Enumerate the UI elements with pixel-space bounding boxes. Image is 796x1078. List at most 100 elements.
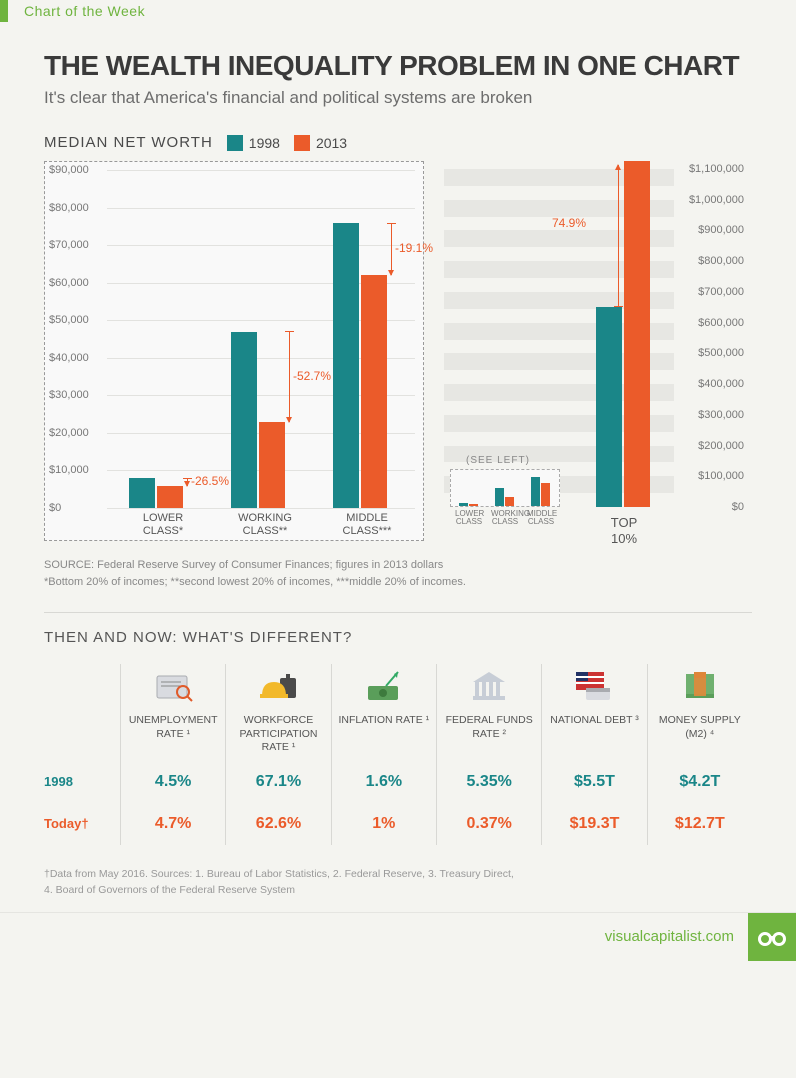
y-axis-label: $60,000 xyxy=(49,277,89,289)
newspaper-icon xyxy=(153,664,193,708)
metric-value-today: $19.3T xyxy=(541,803,646,845)
y-axis-label-right: $500,000 xyxy=(698,347,744,359)
y-axis-label-right: $0 xyxy=(732,501,744,513)
bar-group: MIDDLE CLASS***-19.1% xyxy=(325,170,409,508)
chart-right-plot: $100,000$200,000$300,000$400,000$500,000… xyxy=(444,169,674,507)
legend-1998-label: 1998 xyxy=(249,135,280,151)
then-now-table: UNEMPLOYMENT RATE ¹WORKFORCE PARTICIPATI… xyxy=(44,664,752,845)
topbar-label: Chart of the Week xyxy=(24,3,145,19)
y-axis-label: $70,000 xyxy=(49,239,89,251)
legend: MEDIAN NET WORTH 1998 2013 xyxy=(44,134,752,151)
bar-top10-2013 xyxy=(624,161,650,507)
chart-left: $0$10,000$20,000$30,000$40,000$50,000$60… xyxy=(44,161,424,541)
mini-inset: LOWER CLASSWORKING CLASSMIDDLE CLASS xyxy=(450,469,560,507)
y-axis-label-right: $800,000 xyxy=(698,255,744,267)
row-label-today: Today† xyxy=(44,803,120,845)
y-axis-label-right: $300,000 xyxy=(698,409,744,421)
metric-value-today: $12.7T xyxy=(647,803,752,845)
y-axis-label-right: $400,000 xyxy=(698,378,744,390)
swatch-2013 xyxy=(294,135,310,151)
bar-2013 xyxy=(259,422,285,508)
metric-name: NATIONAL DEBT ³ xyxy=(550,714,639,728)
y-axis-label-right: $1,000,000 xyxy=(689,194,744,206)
bar-group: WORKING CLASS**-52.7% xyxy=(223,170,307,508)
bar-group: LOWER CLASS*-26.5% xyxy=(121,170,205,508)
legend-title: MEDIAN NET WORTH xyxy=(44,134,213,151)
metric-value-today: 1% xyxy=(331,803,436,845)
then-now-title: THEN AND NOW: WHAT'S DIFFERENT? xyxy=(44,629,752,646)
mini-bar-1998 xyxy=(531,477,540,506)
mini-bar-2013 xyxy=(469,504,478,506)
pct-change-label: -19.1% xyxy=(395,241,433,255)
bar-1998 xyxy=(231,332,257,509)
source-line2: *Bottom 20% of incomes; **second lowest … xyxy=(44,574,752,591)
bar-2013 xyxy=(157,486,183,508)
y-axis-label-right: $900,000 xyxy=(698,224,744,236)
metric-header: NATIONAL DEBT ³ xyxy=(541,664,646,761)
footer-logo xyxy=(748,913,796,961)
metric-name: FEDERAL FUNDS RATE ² xyxy=(441,714,537,741)
y-axis-label-right: $600,000 xyxy=(698,317,744,329)
chart-right: $100,000 $200,000 $300,000 $400,000 $500,000… xyxy=(438,161,748,541)
bar-top10-1998 xyxy=(596,307,622,507)
change-arrow xyxy=(391,223,392,276)
y-axis-label: $90,000 xyxy=(49,164,89,176)
topbar-accent xyxy=(0,0,8,22)
y-axis-label-right: $1,100,000 xyxy=(689,163,744,175)
mini-category-label: LOWER CLASS xyxy=(455,510,483,526)
legend-1998: 1998 xyxy=(227,135,280,151)
see-left-label: (SEE LEFT) xyxy=(466,455,530,466)
metric-header: UNEMPLOYMENT RATE ¹ xyxy=(120,664,225,761)
metric-header: FEDERAL FUNDS RATE ² xyxy=(436,664,541,761)
metric-value-1998: $5.5T xyxy=(541,761,646,803)
y-axis-label-right: $100,000 xyxy=(698,470,744,482)
category-label: WORKING CLASS** xyxy=(223,508,307,538)
footer: visualcapitalist.com xyxy=(0,912,796,960)
metric-value-1998: 1.6% xyxy=(331,761,436,803)
metric-value-today: 62.6% xyxy=(225,803,330,845)
mini-bar-1998 xyxy=(495,488,504,506)
bank-icon xyxy=(469,664,509,708)
mini-bar-2013 xyxy=(505,497,514,506)
charts-row: $0$10,000$20,000$30,000$40,000$50,000$60… xyxy=(44,161,752,541)
bar-1998 xyxy=(333,223,359,508)
mini-bar-1998 xyxy=(459,503,468,506)
y-axis-label-right: $700,000 xyxy=(698,286,744,298)
metric-value-1998: 67.1% xyxy=(225,761,330,803)
divider xyxy=(44,612,752,613)
page: Chart of the Week THE WEALTH INEQUALITY … xyxy=(0,0,796,960)
change-arrow xyxy=(187,478,188,486)
hardhat-icon xyxy=(256,664,300,708)
y-axis-label-right: $200,000 xyxy=(698,440,744,452)
metric-value-1998: 4.5% xyxy=(120,761,225,803)
y-axis-label: $40,000 xyxy=(49,352,89,364)
chart-left-plot: $0$10,000$20,000$30,000$40,000$50,000$60… xyxy=(107,170,415,508)
category-label: LOWER CLASS* xyxy=(121,508,205,538)
metric-header: MONEY SUPPLY (M2) ⁴ xyxy=(647,664,752,761)
content: THE WEALTH INEQUALITY PROBLEM IN ONE CHA… xyxy=(0,22,796,912)
source-line1: SOURCE: Federal Reserve Survey of Consum… xyxy=(44,557,752,574)
metric-value-today: 4.7% xyxy=(120,803,225,845)
y-axis-label: $80,000 xyxy=(49,202,89,214)
legend-2013: 2013 xyxy=(294,135,347,151)
mini-category-label: MIDDLE CLASS xyxy=(527,510,555,526)
metric-header: INFLATION RATE ¹ xyxy=(331,664,436,761)
mini-bar-2013 xyxy=(541,483,550,506)
metric-value-1998: $4.2T xyxy=(647,761,752,803)
pct-change-label: 74.9% xyxy=(552,216,586,230)
mini-category-label: WORKING CLASS xyxy=(491,510,519,526)
page-subtitle: It's clear that America's financial and … xyxy=(44,88,752,108)
metric-name: MONEY SUPPLY (M2) ⁴ xyxy=(652,714,748,741)
page-title: THE WEALTH INEQUALITY PROBLEM IN ONE CHA… xyxy=(44,50,752,82)
footer-site: visualcapitalist.com xyxy=(605,928,734,945)
top10-label: TOP 10% xyxy=(594,511,654,546)
y-axis-label: $0 xyxy=(49,502,61,514)
metric-value-today: 0.37% xyxy=(436,803,541,845)
legend-2013-label: 2013 xyxy=(316,135,347,151)
y-axis-label: $20,000 xyxy=(49,427,89,439)
y-axis-label: $10,000 xyxy=(49,464,89,476)
metric-name: UNEMPLOYMENT RATE ¹ xyxy=(125,714,221,741)
change-arrow-up xyxy=(618,165,619,307)
y-axis-label: $30,000 xyxy=(49,389,89,401)
binoculars-icon xyxy=(757,927,787,947)
